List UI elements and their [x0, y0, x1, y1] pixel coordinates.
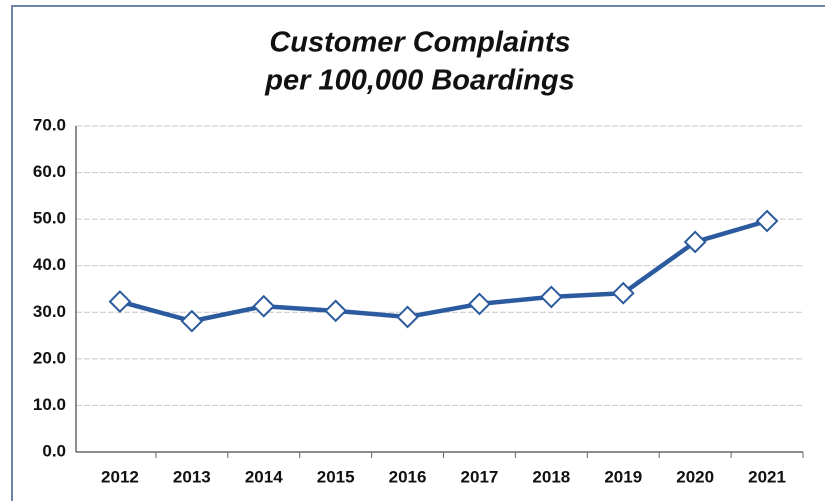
y-tick-label: 20.0 — [33, 348, 66, 367]
chart-frame — [11, 5, 825, 501]
x-tick-label: 2018 — [532, 467, 570, 486]
point-marker — [683, 230, 707, 254]
point-marker — [468, 292, 491, 316]
x-tick-label: 2013 — [173, 467, 211, 486]
x-tick-label: 2020 — [676, 467, 714, 486]
point-marker — [539, 285, 563, 309]
x-tick-label: 2019 — [604, 467, 642, 486]
x-tick-label: 2017 — [461, 467, 499, 486]
x-tick-label: 2016 — [389, 467, 427, 486]
y-tick-label: 60.0 — [33, 162, 66, 181]
y-tick-label: 50.0 — [33, 209, 66, 228]
point-marker — [396, 305, 419, 329]
x-tick-label: 2012 — [101, 467, 139, 486]
y-tick-label: 40.0 — [33, 255, 66, 274]
x-tick-label: 2021 — [748, 467, 786, 486]
y-tick-label: 0.0 — [42, 441, 66, 460]
chart-title: Customer Complaints — [269, 27, 570, 59]
y-tick-label: 30.0 — [33, 302, 66, 321]
point-marker — [324, 299, 348, 323]
point-marker — [611, 281, 635, 305]
y-tick-label: 10.0 — [33, 395, 66, 414]
point-marker — [180, 309, 204, 333]
point-marker — [252, 294, 276, 318]
x-tick-label: 2014 — [245, 467, 283, 486]
point-marker — [108, 290, 132, 313]
point-marker — [755, 209, 779, 233]
chart-title: per 100,000 Boardings — [264, 65, 574, 97]
y-tick-label: 70.0 — [33, 115, 66, 134]
x-tick-label: 2015 — [317, 467, 355, 486]
series-line — [119, 218, 768, 324]
